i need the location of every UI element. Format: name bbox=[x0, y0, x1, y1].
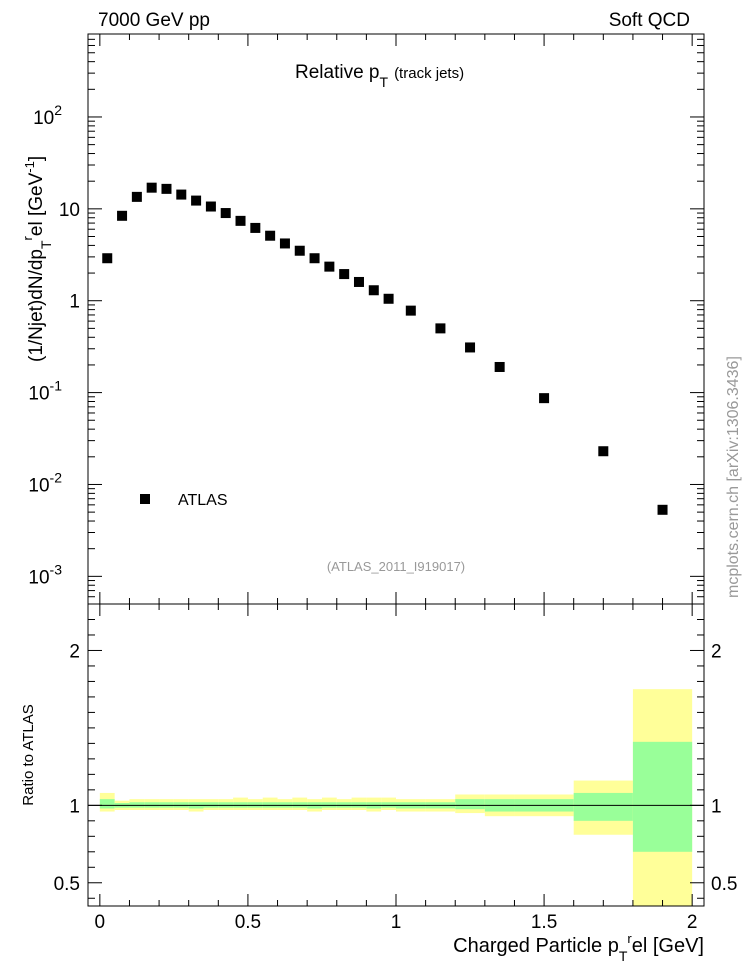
ratio-inner-band bbox=[573, 792, 633, 821]
x-axis-label: Charged Particle pTrel [GeV] bbox=[453, 931, 704, 964]
ratio-y-tick-label-left: 1 bbox=[69, 796, 80, 817]
data-point bbox=[598, 446, 609, 457]
data-point bbox=[465, 342, 476, 353]
data-point bbox=[353, 276, 364, 287]
data-point bbox=[368, 285, 379, 296]
x-tick-label: 2 bbox=[687, 912, 698, 933]
data-point bbox=[265, 230, 276, 241]
ratio-y-tick-label-left: 2 bbox=[69, 641, 80, 662]
ratio-inner-band bbox=[632, 741, 693, 852]
data-point bbox=[657, 504, 668, 515]
data-point bbox=[339, 269, 350, 280]
ratio-inner-band bbox=[99, 799, 115, 809]
data-point bbox=[117, 210, 128, 221]
main-y-tick-label: 10-2 bbox=[28, 469, 62, 496]
atlas-data-points bbox=[102, 182, 668, 515]
x-tick-label: 1.5 bbox=[531, 912, 557, 933]
ratio-y-tick-label-right: 1 bbox=[711, 796, 722, 817]
ratio-panel-frame bbox=[87, 603, 705, 907]
plot-title: Relative pT (track jets) bbox=[295, 62, 464, 90]
ratio-y-tick-label-right: 0.5 bbox=[711, 874, 737, 895]
main-y-tick-label: 10 bbox=[59, 200, 80, 221]
data-point bbox=[146, 182, 157, 193]
data-point bbox=[220, 208, 231, 219]
ratio-panel-ticks bbox=[88, 604, 704, 906]
ratio-y-tick-label-left: 0.5 bbox=[54, 874, 80, 895]
x-tick-labels: 0 0.5 1 1.5 2 bbox=[95, 912, 698, 933]
data-point bbox=[324, 261, 335, 272]
source-side-label: mcplots.cern.ch [arXiv:1306.3436] bbox=[725, 356, 742, 598]
data-point bbox=[294, 245, 305, 256]
x-tick-label: 0 bbox=[95, 912, 106, 933]
data-point bbox=[383, 293, 394, 304]
ratio-uncertainty-bands bbox=[99, 689, 693, 906]
data-point bbox=[405, 305, 416, 316]
data-point bbox=[235, 215, 246, 226]
legend-label: ATLAS bbox=[178, 492, 228, 509]
data-point bbox=[250, 222, 261, 233]
header-collision-label: 7000 GeV pp bbox=[98, 10, 210, 31]
main-panel-ticks bbox=[88, 33, 704, 605]
data-point bbox=[494, 361, 505, 372]
main-panel-frame bbox=[87, 33, 705, 605]
ratio-panel: 0.5 0.5 1 1 2 2 0 0.5 1 1.5 2 Ratio to ATLAS Char… bbox=[20, 603, 738, 964]
main-y-tick-label: 1 bbox=[69, 292, 80, 313]
analysis-id-watermark: (ATLAS_2011_I919017) bbox=[327, 559, 465, 574]
data-point bbox=[102, 253, 113, 264]
ratio-y-tick-labels: 0.5 0.5 1 1 2 2 bbox=[54, 641, 738, 894]
legend-marker bbox=[140, 494, 150, 504]
ratio-y-axis-label: Ratio to ATLAS bbox=[20, 704, 37, 805]
main-y-tick-labels: 10-3 10-2 10-1 1 10 102 bbox=[28, 102, 80, 588]
data-point bbox=[539, 393, 550, 404]
data-point bbox=[191, 195, 202, 206]
data-point bbox=[131, 191, 142, 202]
data-point bbox=[309, 253, 320, 264]
main-panel: 10-3 10-2 10-1 1 10 102 Relative pT (track jet… bbox=[20, 33, 705, 605]
data-point bbox=[435, 323, 446, 334]
header-process-label: Soft QCD bbox=[609, 10, 690, 31]
main-y-tick-label: 10-3 bbox=[28, 561, 62, 588]
main-y-tick-label: 102 bbox=[33, 102, 62, 129]
main-y-axis-label: (1/Njet)dN/dpTrel [GeV-1] bbox=[20, 156, 54, 362]
data-point bbox=[279, 238, 290, 249]
x-tick-label: 0.5 bbox=[235, 912, 261, 933]
data-point bbox=[161, 183, 172, 194]
main-y-tick-label: 10-1 bbox=[28, 378, 62, 405]
ratio-inner-band bbox=[455, 799, 485, 810]
ratio-y-tick-label-right: 2 bbox=[711, 641, 722, 662]
x-tick-label: 1 bbox=[391, 912, 402, 933]
data-point bbox=[205, 201, 216, 212]
data-point bbox=[176, 189, 187, 200]
